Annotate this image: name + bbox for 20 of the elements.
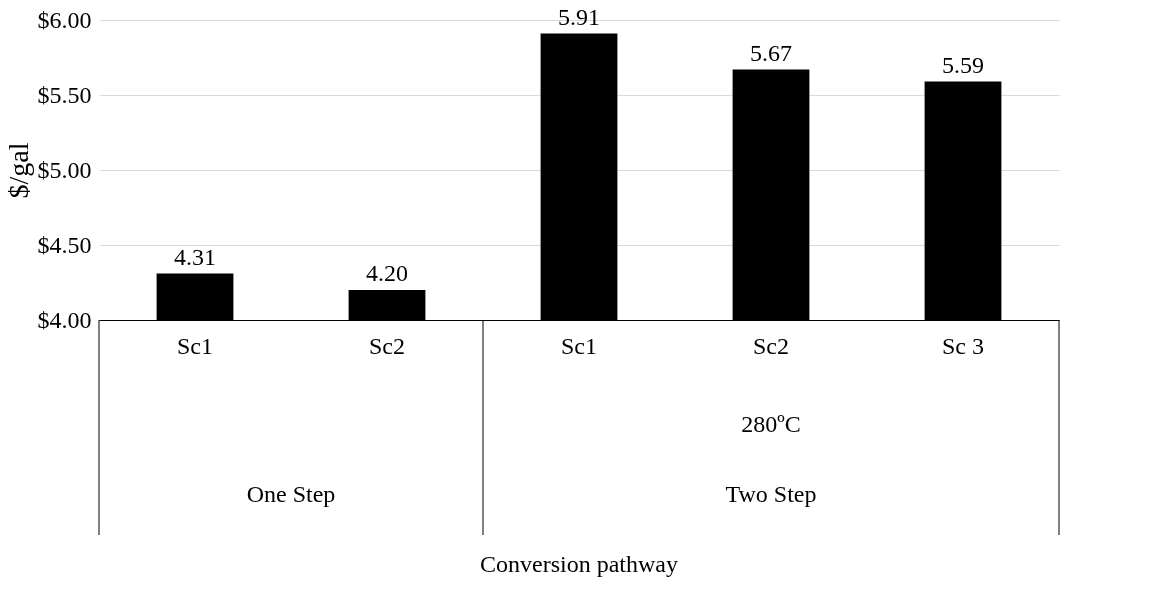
data-label: 4.31 bbox=[174, 243, 216, 270]
x-tick-label: Sc2 bbox=[753, 332, 789, 359]
y-tick-label: $5.00 bbox=[37, 156, 92, 183]
text: Two Step bbox=[725, 481, 817, 507]
x-tick-label: Sc 3 bbox=[942, 332, 984, 359]
y-tick-label: $6.00 bbox=[37, 6, 92, 33]
x-tick-label: Sc1 bbox=[561, 332, 597, 359]
y-tick-label: $5.50 bbox=[37, 81, 92, 108]
text: Conversion pathway bbox=[480, 551, 678, 577]
y-axis-title: $/gal bbox=[2, 142, 34, 199]
y-tick-label: $4.00 bbox=[37, 306, 92, 333]
text: One Step bbox=[246, 481, 336, 507]
x-tick-label: Sc2 bbox=[369, 332, 405, 359]
data-label: 5.91 bbox=[558, 3, 600, 30]
data-label: 5.67 bbox=[750, 39, 792, 66]
x-tick-label: Sc1 bbox=[177, 332, 213, 359]
text: 280ºC bbox=[741, 411, 801, 437]
data-label: 4.20 bbox=[366, 260, 408, 286]
y-tick-label: $4.50 bbox=[37, 231, 92, 258]
data-label: 5.59 bbox=[942, 51, 984, 78]
